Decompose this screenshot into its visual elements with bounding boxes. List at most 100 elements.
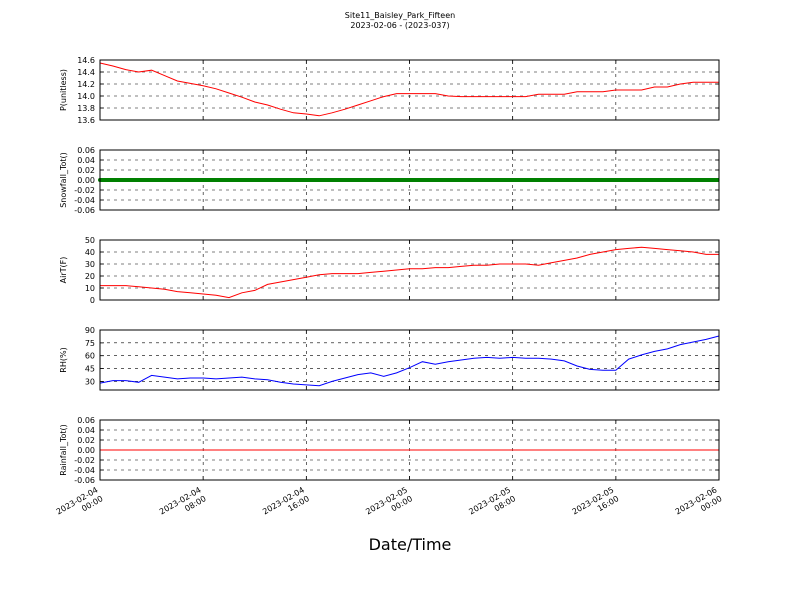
series-point [184, 178, 189, 182]
panel-frame [99, 149, 720, 211]
series-point [485, 178, 490, 182]
series-point [498, 178, 502, 182]
series-point [584, 178, 589, 182]
series-point [386, 178, 390, 182]
series-point [510, 178, 515, 182]
series-point [434, 178, 438, 182]
y-tick-label: 0.06 [77, 146, 95, 155]
series-point [549, 178, 554, 182]
series-point [187, 178, 192, 182]
series-point [235, 178, 240, 182]
series-point [206, 178, 211, 182]
y-tick-label: 0.02 [77, 166, 95, 175]
y-tick-label: 0.06 [77, 416, 95, 425]
series-point [338, 178, 342, 182]
series-point [578, 178, 582, 182]
y-tick-label: -0.06 [74, 206, 95, 215]
series-point [171, 178, 176, 182]
series-point [245, 178, 250, 182]
series-point [190, 178, 195, 182]
series-point [661, 178, 666, 182]
series-point [472, 178, 477, 182]
series-point [517, 178, 522, 182]
series-point [571, 178, 576, 182]
series-point [267, 178, 272, 182]
series-point [379, 178, 384, 182]
series-point [200, 178, 205, 182]
series-point [104, 178, 109, 182]
series-point [693, 178, 698, 182]
series-point [568, 178, 573, 182]
series-point [114, 178, 118, 182]
series-point [642, 178, 646, 182]
series-point [645, 178, 650, 182]
y-axis-label: AirT(F) [59, 257, 68, 284]
series-point [194, 178, 198, 182]
series-point [357, 178, 362, 182]
series-point [405, 178, 410, 182]
series-point [613, 178, 618, 182]
series-point [709, 178, 714, 182]
series-point [555, 178, 560, 182]
series-point [712, 178, 717, 182]
y-tick-label: -0.02 [74, 186, 95, 195]
y-tick-label: 14.4 [77, 68, 95, 77]
series-point [126, 178, 131, 182]
y-axis-label: Rainfall_Tot() [59, 424, 68, 476]
series-point [629, 178, 634, 182]
series-point [491, 178, 496, 182]
series-point [702, 178, 707, 182]
series-point [162, 178, 166, 182]
series-point [328, 178, 333, 182]
series-point [402, 178, 406, 182]
series-point [574, 178, 579, 182]
series-point [283, 178, 288, 182]
series-point [219, 178, 224, 182]
series-point [475, 178, 480, 182]
y-tick-label: 13.8 [77, 104, 95, 113]
series-point [507, 178, 512, 182]
panel-frame [99, 329, 720, 391]
series-point [520, 178, 525, 182]
series-point [264, 178, 269, 182]
series-point [274, 178, 278, 182]
series-point [370, 178, 374, 182]
series-point [635, 178, 640, 182]
series-point [536, 178, 541, 182]
series-point [229, 178, 234, 182]
panel-4: 30 45 60 75 90 RH(%) [59, 326, 720, 391]
series-point [178, 178, 182, 182]
series-point [683, 178, 688, 182]
series-point [421, 178, 426, 182]
series-line [99, 335, 720, 387]
series-point [270, 178, 275, 182]
series-point [366, 178, 371, 182]
series-point [610, 178, 614, 182]
series-line [100, 246, 719, 299]
series-point [293, 178, 298, 182]
series-point [354, 178, 358, 182]
series-point [334, 178, 339, 182]
series-point [603, 178, 608, 182]
series-point [309, 178, 314, 182]
series-point [318, 178, 323, 182]
y-tick-label: 0 [90, 296, 95, 305]
series-point [302, 178, 307, 182]
series-point [706, 178, 710, 182]
series-point [667, 178, 672, 182]
series-point [686, 178, 691, 182]
series-point [638, 178, 643, 182]
series-point [523, 178, 528, 182]
series-point [469, 178, 474, 182]
series-point [581, 178, 586, 182]
panel-frame [99, 239, 720, 301]
series-point [670, 178, 675, 182]
series-point [165, 178, 170, 182]
series-point [248, 178, 253, 182]
series-point [350, 178, 355, 182]
y-tick-label: 0.04 [77, 156, 95, 165]
series-point [101, 178, 106, 182]
series-point [427, 178, 432, 182]
